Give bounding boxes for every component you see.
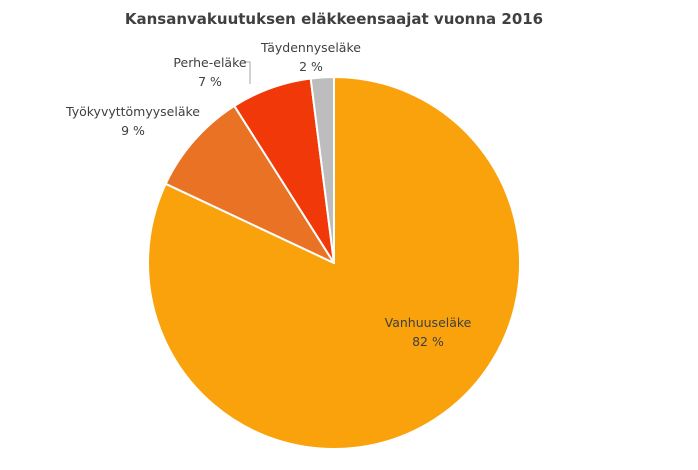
slice-label-tyokyvyttomyyselake: Työkyvyttömyyseläke [65,104,200,119]
slice-value-tyokyvyttomyyselake: 9 % [121,123,145,138]
slice-value-perhe-elake: 7 % [198,74,222,89]
leader-lines [244,61,251,84]
slice-labels: Vanhuuseläke 82 % Työkyvyttömyyseläke 9 % Pe… [65,40,472,349]
pie-slice-taydennyselake [309,76,335,264]
chart-title: Kansanvakuutuksen eläkkeensaajat vuonna … [125,10,543,28]
slice-label-perhe-elake: Perhe-eläke [173,55,246,70]
pie-slice-tyokyvyttomyyselake [164,104,335,264]
slice-value-vanhuuselake: 82 % [412,334,444,349]
slice-value-taydennyselake: 2 % [299,59,323,74]
slice-label-vanhuuselake: Vanhuuseläke [385,315,472,330]
slice-label-taydennyselake: Täydennyseläke [260,40,361,55]
leader-line-perhe-elake [244,61,251,84]
pie-slices [147,76,521,450]
